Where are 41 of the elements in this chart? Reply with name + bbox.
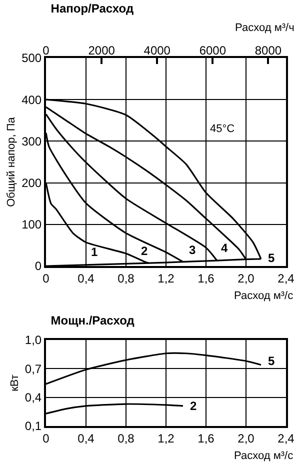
y-axis-title: кВт: [9, 374, 22, 392]
y-tick-label: 0,7: [24, 362, 42, 376]
x-tick-label: 1,2: [158, 271, 175, 286]
x-tick-label: 2,0: [238, 271, 255, 286]
y-tick-label: 0,4: [24, 390, 42, 405]
y-axis-title: Общий напор, Па: [6, 116, 18, 207]
y-tick-label: 500: [22, 51, 42, 66]
y-tick-label: 0,1: [24, 419, 42, 434]
x2-tick-label: 2000: [88, 44, 116, 58]
x-axis-title: Расход м³/с: [234, 290, 294, 302]
x2-tick-label: 8000: [254, 44, 282, 58]
x-tick-label: 2,4: [278, 271, 295, 286]
x-tick-label: 0,8: [118, 271, 135, 286]
y-tick-label: 200: [22, 176, 42, 190]
y-tick-label: 400: [22, 92, 42, 107]
x2-tick-label: 6000: [199, 44, 226, 58]
y-tick-label: 300: [22, 134, 42, 148]
series-label: 4: [221, 241, 228, 255]
x-tick-label: 1,6: [198, 431, 215, 446]
y-tick-label: 1,0: [24, 333, 42, 348]
x-tick-label: 2,0: [238, 431, 255, 446]
chart-title: Напор/Расход: [50, 1, 134, 16]
x-tick-label: 1,6: [198, 271, 215, 286]
y-tick-label: 100: [22, 218, 42, 232]
x-axis-title: Расход м³/с: [234, 450, 294, 462]
x-tick-label: 0,4: [78, 271, 95, 286]
y-tick-label: 0: [34, 259, 42, 274]
x-tick-label: 1,2: [158, 431, 175, 446]
x-tick-label: 2,4: [278, 431, 295, 446]
series-label: 5: [268, 354, 275, 368]
x-tick-label: 0,4: [78, 431, 95, 446]
series-label: 5: [268, 251, 275, 265]
x2-axis-title: Расход м³/ч: [235, 22, 294, 34]
x-tick-label: 0,8: [118, 431, 135, 446]
series-label: 3: [189, 243, 196, 257]
x2-tick-label: 4000: [144, 44, 171, 58]
series-label: 1: [91, 245, 98, 259]
chart-title: Мощн./Расход: [50, 313, 135, 328]
annotation: 45°C: [210, 123, 235, 135]
series-label: 2: [141, 244, 148, 258]
series-label: 2: [190, 399, 197, 413]
